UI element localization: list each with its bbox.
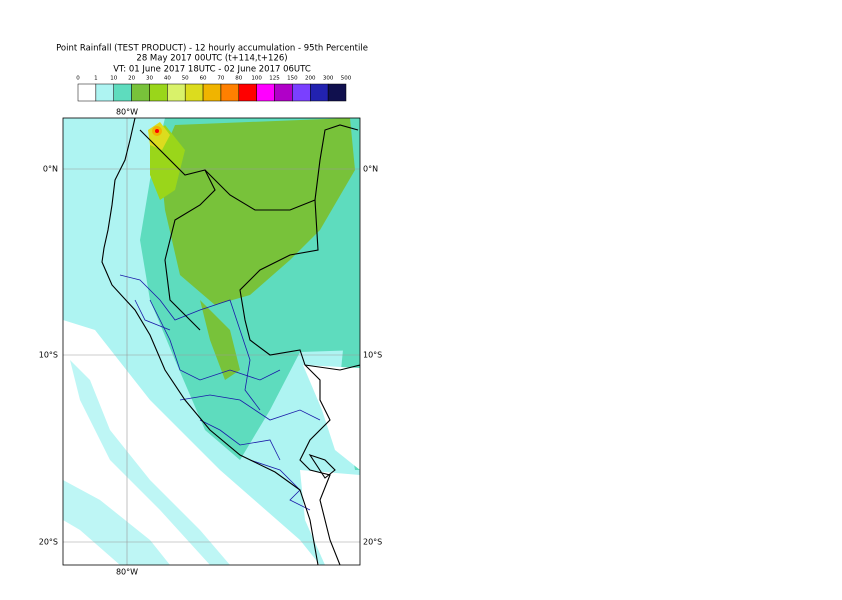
lat-label: 20°S xyxy=(363,538,382,547)
lat-label: 10°S xyxy=(363,351,382,360)
subtitle: VT: 01 June 2017 18UTC - 02 June 2017 06… xyxy=(113,65,311,75)
lat-label: 0°N xyxy=(43,165,58,174)
title: Point Rainfall (TEST PRODUCT) - 12 hourl… xyxy=(56,44,368,54)
legend-label: 40 xyxy=(164,76,171,82)
legend-label: 70 xyxy=(217,76,224,82)
legend-label: 30 xyxy=(146,76,153,82)
legend-swatch xyxy=(131,83,150,102)
legend-label: 10 xyxy=(110,76,117,82)
legend-label: 100 xyxy=(251,76,262,82)
legend-label: 1 xyxy=(94,76,98,82)
lon-label: 80°W xyxy=(116,108,138,117)
legend-label: 150 xyxy=(287,76,298,82)
legend-swatch xyxy=(184,83,204,102)
legend-label: 500 xyxy=(341,76,352,82)
legend-swatch xyxy=(149,83,168,102)
lon-label: 80°W xyxy=(116,568,138,577)
legend-swatch xyxy=(220,83,240,102)
legend-label: 200 xyxy=(305,76,316,82)
legend-label: 125 xyxy=(269,76,280,82)
legend-swatch xyxy=(327,83,347,102)
legend-label: 60 xyxy=(200,76,207,82)
legend-swatch xyxy=(167,83,186,102)
legend-swatch xyxy=(292,83,311,102)
legend-swatch xyxy=(95,83,114,102)
legend-swatch xyxy=(238,83,257,102)
legend-swatch xyxy=(256,83,275,102)
lat-label: 20°S xyxy=(39,538,58,547)
legend-swatch xyxy=(113,83,132,102)
legend: 0 1 10 20 30 40 50 60 70 80 100 125 150 200 300 500 xyxy=(76,76,352,102)
map-frame xyxy=(62,117,361,566)
subtitle: 28 May 2017 00UTC (t+114,t+126) xyxy=(136,54,287,64)
lat-label: 10°S xyxy=(39,351,58,360)
legend-swatch xyxy=(310,83,329,102)
legend-swatch xyxy=(77,83,97,102)
legend-swatch xyxy=(202,83,222,102)
legend-label: 80 xyxy=(235,76,242,82)
legend-label: 20 xyxy=(128,76,135,82)
legend-label: 50 xyxy=(182,76,189,82)
lat-label: 0°N xyxy=(363,165,378,174)
map xyxy=(63,118,360,565)
legend-label: 300 xyxy=(323,76,334,82)
legend-label: 0 xyxy=(76,76,80,82)
legend-swatch xyxy=(274,83,293,102)
